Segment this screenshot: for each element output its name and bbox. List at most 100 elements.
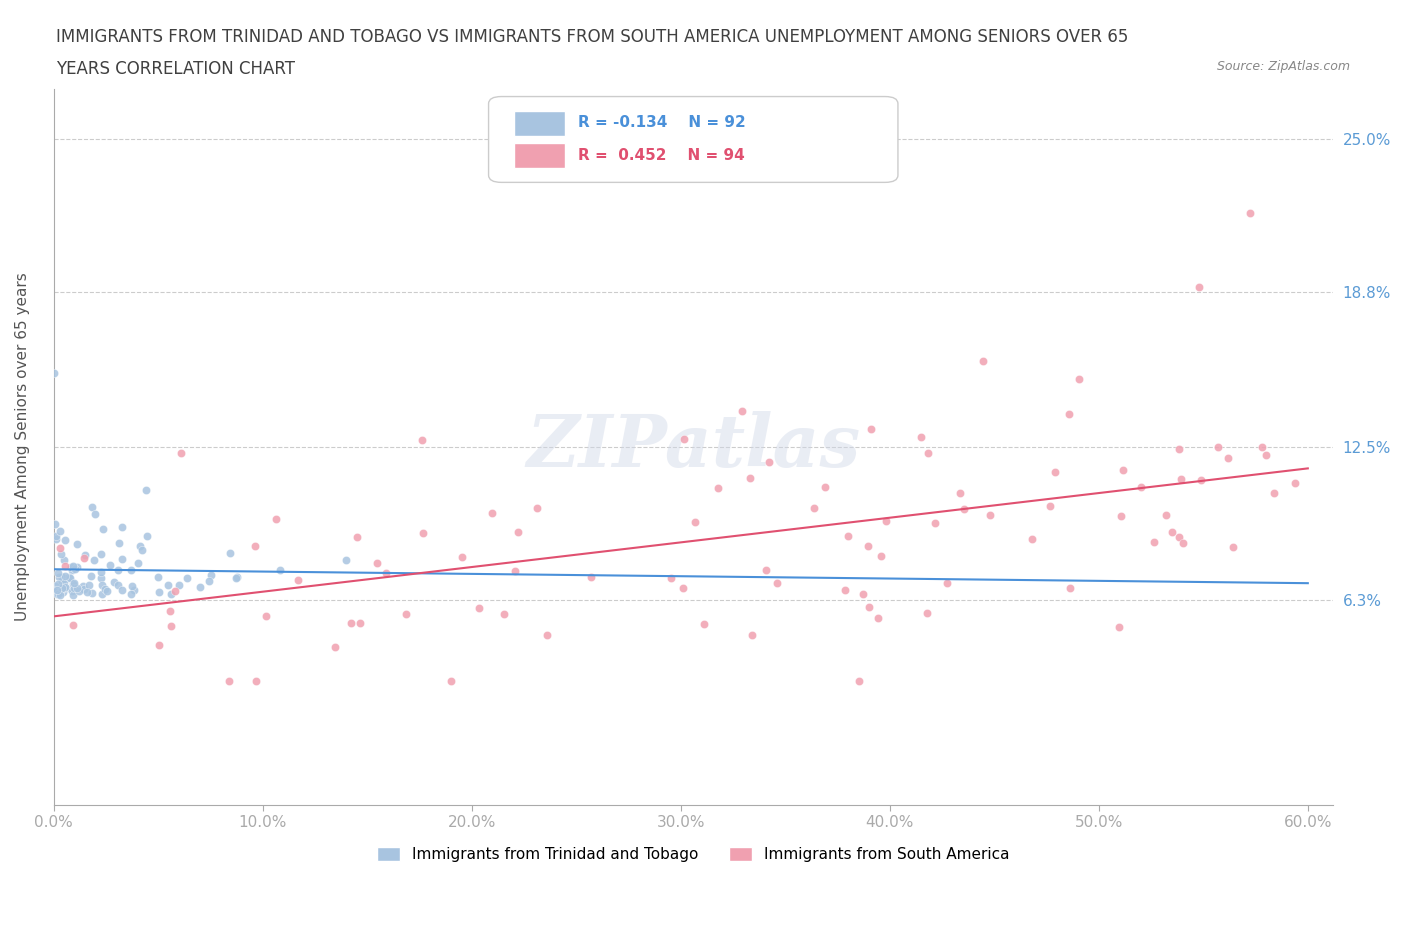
- Immigrants from Trinidad and Tobago: [53, 568, 76, 583]
- Immigrants from South America: [915, 606, 938, 621]
- Immigrants from Trinidad and Tobago: [225, 570, 247, 585]
- Immigrants from Trinidad and Tobago: [62, 588, 84, 603]
- Immigrants from South America: [858, 538, 880, 553]
- Immigrants from South America: [349, 616, 371, 631]
- Immigrants from South America: [910, 429, 932, 444]
- Immigrants from South America: [672, 580, 695, 595]
- Immigrants from South America: [254, 609, 277, 624]
- Immigrants from Trinidad and Tobago: [60, 563, 83, 578]
- Immigrants from Trinidad and Tobago: [49, 587, 72, 602]
- Immigrants from Trinidad and Tobago: [121, 578, 143, 593]
- Immigrants from Trinidad and Tobago: [46, 581, 69, 596]
- Immigrants from South America: [395, 606, 418, 621]
- Immigrants from Trinidad and Tobago: [90, 571, 112, 586]
- Immigrants from South America: [741, 628, 763, 643]
- Immigrants from South America: [366, 556, 388, 571]
- Immigrants from South America: [860, 422, 883, 437]
- Text: IMMIGRANTS FROM TRINIDAD AND TOBAGO VS IMMIGRANTS FROM SOUTH AMERICA UNEMPLOYMEN: IMMIGRANTS FROM TRINIDAD AND TOBAGO VS I…: [56, 28, 1129, 46]
- Immigrants from Trinidad and Tobago: [198, 574, 221, 589]
- Immigrants from South America: [738, 471, 761, 485]
- Immigrants from Trinidad and Tobago: [176, 570, 198, 585]
- FancyBboxPatch shape: [488, 97, 898, 182]
- Immigrants from Trinidad and Tobago: [90, 587, 112, 602]
- Immigrants from South America: [1167, 530, 1189, 545]
- Immigrants from South America: [953, 501, 976, 516]
- Immigrants from South America: [1188, 279, 1211, 294]
- Immigrants from South America: [245, 538, 267, 553]
- Immigrants from South America: [375, 565, 398, 580]
- Immigrants from South America: [579, 570, 602, 585]
- Immigrants from South America: [1161, 525, 1184, 539]
- Immigrants from South America: [814, 479, 837, 494]
- Immigrants from South America: [1108, 619, 1130, 634]
- Immigrants from South America: [526, 501, 548, 516]
- Immigrants from Trinidad and Tobago: [167, 578, 190, 592]
- Immigrants from Trinidad and Tobago: [67, 584, 90, 599]
- Immigrants from Trinidad and Tobago: [120, 563, 142, 578]
- Immigrants from South America: [1254, 447, 1277, 462]
- Immigrants from Trinidad and Tobago: [72, 579, 94, 594]
- Immigrants from South America: [1021, 531, 1043, 546]
- Immigrants from South America: [323, 640, 346, 655]
- Immigrants from Trinidad and Tobago: [42, 365, 65, 380]
- Immigrants from South America: [148, 637, 170, 652]
- Immigrants from Trinidad and Tobago: [51, 581, 73, 596]
- Immigrants from South America: [1263, 486, 1285, 501]
- Y-axis label: Unemployment Among Seniors over 65 years: Unemployment Among Seniors over 65 years: [15, 272, 30, 621]
- Immigrants from South America: [1143, 535, 1166, 550]
- Immigrants from Trinidad and Tobago: [62, 559, 84, 574]
- Immigrants from Trinidad and Tobago: [218, 546, 240, 561]
- Immigrants from South America: [536, 627, 558, 642]
- Immigrants from South America: [340, 616, 363, 631]
- Immigrants from South America: [73, 551, 96, 565]
- Immigrants from Trinidad and Tobago: [63, 562, 86, 577]
- Immigrants from South America: [412, 525, 434, 540]
- Immigrants from South America: [245, 674, 267, 689]
- Immigrants from South America: [683, 514, 706, 529]
- Immigrants from Trinidad and Tobago: [96, 584, 118, 599]
- Immigrants from South America: [731, 404, 754, 418]
- Immigrants from Trinidad and Tobago: [45, 532, 67, 547]
- Immigrants from South America: [935, 576, 957, 591]
- Immigrants from Trinidad and Tobago: [100, 558, 122, 573]
- Immigrants from Trinidad and Tobago: [90, 565, 112, 579]
- Immigrants from South America: [165, 583, 187, 598]
- Immigrants from Trinidad and Tobago: [188, 579, 211, 594]
- Immigrants from Trinidad and Tobago: [46, 577, 69, 591]
- Immigrants from South America: [972, 353, 994, 368]
- Immigrants from Trinidad and Tobago: [49, 584, 72, 599]
- Immigrants from Trinidad and Tobago: [79, 578, 101, 592]
- Immigrants from Trinidad and Tobago: [160, 587, 183, 602]
- Immigrants from Trinidad and Tobago: [51, 569, 73, 584]
- Immigrants from South America: [264, 512, 287, 526]
- Immigrants from South America: [1059, 580, 1081, 595]
- Immigrants from Trinidad and Tobago: [53, 579, 76, 594]
- Immigrants from South America: [160, 618, 183, 633]
- Immigrants from Trinidad and Tobago: [60, 583, 83, 598]
- Immigrants from South America: [868, 610, 890, 625]
- Immigrants from Trinidad and Tobago: [80, 499, 103, 514]
- Immigrants from Trinidad and Tobago: [53, 575, 76, 590]
- Immigrants from Trinidad and Tobago: [73, 581, 96, 596]
- Bar: [515, 143, 565, 168]
- Immigrants from Trinidad and Tobago: [136, 529, 159, 544]
- Immigrants from Trinidad and Tobago: [63, 580, 86, 595]
- Immigrants from Trinidad and Tobago: [75, 548, 97, 563]
- Immigrants from Trinidad and Tobago: [103, 574, 125, 589]
- Immigrants from South America: [287, 573, 309, 588]
- Immigrants from South America: [1130, 480, 1153, 495]
- Immigrants from South America: [1057, 406, 1080, 421]
- Immigrants from Trinidad and Tobago: [45, 528, 67, 543]
- Immigrants from South America: [1239, 206, 1261, 220]
- Immigrants from South America: [1284, 475, 1306, 490]
- Immigrants from Trinidad and Tobago: [44, 517, 66, 532]
- Immigrants from South America: [1043, 464, 1066, 479]
- Immigrants from Trinidad and Tobago: [52, 585, 75, 600]
- Text: R =  0.452    N = 94: R = 0.452 N = 94: [578, 148, 745, 163]
- Immigrants from South America: [1067, 372, 1090, 387]
- Immigrants from Trinidad and Tobago: [62, 581, 84, 596]
- Immigrants from South America: [949, 485, 972, 500]
- Immigrants from Trinidad and Tobago: [63, 576, 86, 591]
- Immigrants from South America: [979, 507, 1001, 522]
- Immigrants from South America: [506, 525, 529, 539]
